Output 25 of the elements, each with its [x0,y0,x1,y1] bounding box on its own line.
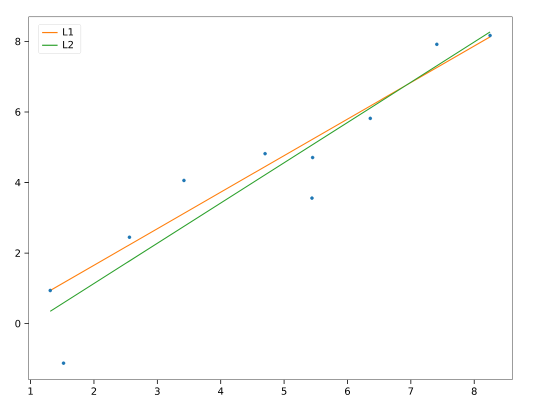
y-tick-label: 6 [15,108,20,116]
point [263,152,267,156]
point [488,34,492,38]
y-tick-label: 4 [15,178,20,186]
legend-label: L2 [63,40,73,48]
point [62,361,66,365]
point [310,196,314,200]
point [435,42,439,46]
y-tick-label: 0 [15,320,20,328]
x-tick-label: 8 [472,387,477,395]
point [48,288,52,292]
y-tick-label: 8 [15,38,20,46]
legend-label: L1 [63,28,74,36]
x-tick-label: 1 [28,387,33,394]
x-tick-label: 5 [282,387,286,395]
x-tick-label: 6 [345,387,350,395]
point [128,235,132,239]
x-tick-label: 7 [408,387,414,394]
x-tick-label: 3 [154,387,160,395]
point [368,116,372,120]
y-tick-label: 2 [15,249,20,257]
point [182,178,186,182]
point [310,156,314,160]
x-tick-label: 2 [92,387,96,395]
x-tick-label: 4 [218,387,224,394]
